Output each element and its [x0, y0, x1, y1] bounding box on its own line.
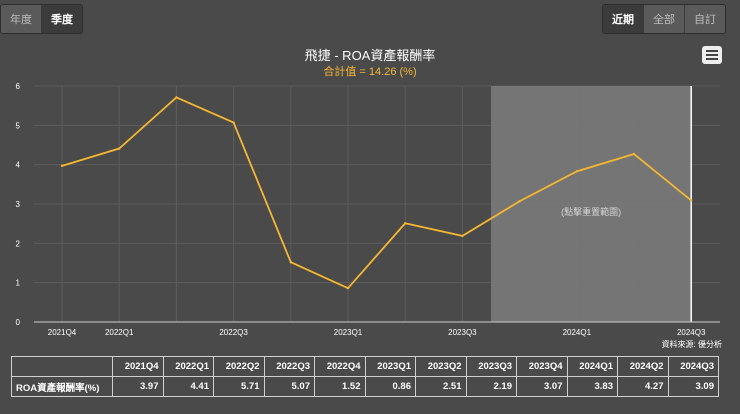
table-column-header: 2023Q1 — [364, 356, 416, 377]
data-point — [118, 147, 121, 150]
x-tick-label: 2024Q1 — [563, 328, 592, 337]
table-header-row: 2021Q4 2022Q1 2022Q2 2022Q3 2022Q4 2023Q1 2023… — [11, 356, 719, 377]
table-cell: 4.41 — [162, 376, 214, 397]
table-cell: 2.51 — [415, 376, 467, 397]
table-column-header: 2023Q3 — [465, 356, 517, 377]
y-tick-label: 4 — [16, 161, 21, 170]
series-line — [61, 96, 692, 290]
table-column-header: 2022Q2 — [213, 356, 265, 377]
table-column-header: 2023Q4 — [516, 356, 568, 377]
table-column-header: 2024Q2 — [617, 356, 669, 377]
custom-button[interactable]: 自訂 — [685, 5, 725, 33]
table-column-header: 2022Q4 — [314, 356, 366, 377]
selection-highlight — [491, 86, 692, 322]
table-cell: 3.97 — [112, 376, 164, 397]
x-tick-label: 2022Q3 — [219, 328, 248, 337]
source-note: 資料來源: 優分析 — [661, 340, 722, 349]
data-point — [690, 199, 693, 202]
data-point — [404, 222, 407, 225]
table-cell: 2.19 — [465, 376, 517, 397]
table-cell: 1.52 — [314, 376, 366, 397]
y-tick-label: 1 — [16, 279, 21, 288]
table-corner-cell — [11, 356, 113, 377]
data-point — [232, 121, 235, 124]
table-cell: 5.07 — [263, 376, 315, 397]
table-cell: 5.71 — [213, 376, 265, 397]
hamburger-menu-icon[interactable] — [702, 46, 722, 64]
table-cell: 3.07 — [516, 376, 568, 397]
x-tick-label: 2024Q3 — [677, 328, 706, 337]
range-toggle: 近期 全部 自訂 — [602, 4, 726, 34]
data-point — [518, 200, 521, 203]
y-tick-label: 2 — [16, 239, 21, 248]
table-column-header: 2023Q2 — [415, 356, 467, 377]
table-column-header: 2024Q3 — [667, 356, 719, 377]
table-column-header: 2022Q3 — [263, 356, 315, 377]
x-tick-label: 2021Q4 — [48, 328, 77, 337]
data-table: 2021Q4 2022Q1 2022Q2 2022Q3 2022Q4 2023Q1 2023… — [11, 356, 719, 397]
table-row-label: ROA資產報酬率(%) — [11, 376, 113, 397]
period-toggle: 年度 季度 — [0, 4, 83, 34]
data-point — [60, 164, 64, 168]
data-point — [175, 96, 178, 99]
table-cell: 4.27 — [617, 376, 669, 397]
table-row: ROA資產報酬率(%) 3.97 4.41 5.71 5.07 1.52 0.86 2.51… — [11, 376, 719, 397]
data-point — [461, 234, 464, 238]
y-tick-label: 3 — [16, 200, 21, 209]
annual-button[interactable]: 年度 — [1, 5, 42, 33]
table-column-header: 2021Q4 — [112, 356, 164, 377]
data-point — [346, 286, 350, 290]
x-tick-label: 2023Q3 — [448, 328, 477, 337]
y-tick-label: 5 — [16, 121, 21, 130]
data-point — [575, 170, 578, 173]
y-tick-label: 6 — [16, 82, 21, 91]
all-button[interactable]: 全部 — [644, 5, 685, 33]
table-column-header: 2024Q1 — [566, 356, 618, 377]
y-tick-label: 0 — [16, 318, 21, 327]
table-column-header: 2022Q1 — [162, 356, 214, 377]
quarterly-button[interactable]: 季度 — [42, 5, 82, 33]
reset-range-label: (點擊重置範圍) — [561, 206, 621, 217]
chart-title: 飛捷 - ROA資產報酬率 — [304, 48, 436, 63]
data-point — [632, 152, 636, 156]
table-cell: 3.83 — [566, 376, 618, 397]
table-cell: 0.86 — [364, 376, 416, 397]
x-tick-label: 2022Q1 — [105, 328, 134, 337]
recent-button[interactable]: 近期 — [603, 5, 644, 33]
chart-subtitle: 合計值 = 14.26 (%) — [323, 66, 417, 78]
x-tick-label: 2023Q1 — [334, 328, 363, 337]
table-cell: 3.09 — [667, 376, 719, 397]
data-point — [289, 261, 292, 264]
